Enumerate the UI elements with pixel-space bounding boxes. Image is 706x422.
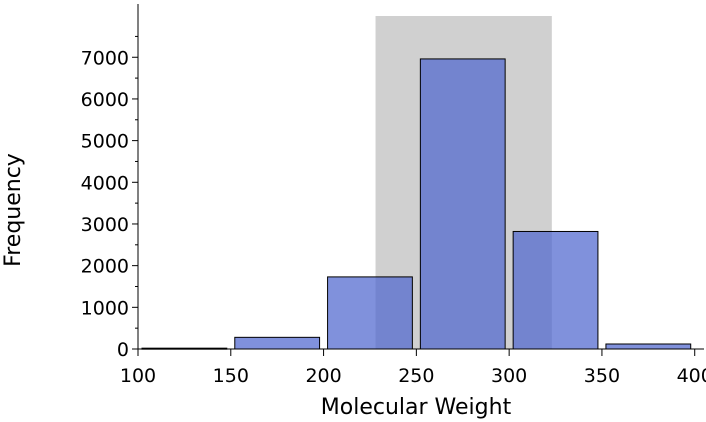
x-tick-label-3: 250 bbox=[398, 365, 434, 387]
histogram-bar-3 bbox=[419, 58, 506, 350]
y-tick-label-3: 3000 bbox=[81, 214, 129, 236]
x-tick-label-4: 300 bbox=[491, 365, 527, 387]
x-axis-label: Molecular Weight bbox=[321, 395, 512, 420]
y-tick-label-2: 2000 bbox=[81, 256, 129, 278]
y-tick-label-6: 6000 bbox=[81, 89, 129, 111]
x-tick-label-2: 200 bbox=[305, 365, 341, 387]
y-tick-label-0: 0 bbox=[117, 339, 129, 361]
y-tick-label-7: 7000 bbox=[81, 47, 129, 69]
x-tick-label-6: 400 bbox=[677, 365, 706, 387]
axes-layer: 0 1000 2000 3000 4000 5000 6000 7000 100 150 200 25… bbox=[81, 4, 706, 387]
histogram-bar-5 bbox=[605, 343, 692, 350]
histogram-bar-1 bbox=[234, 336, 321, 350]
y-tick-label-4: 4000 bbox=[81, 172, 129, 194]
histogram-bar-4 bbox=[512, 230, 599, 350]
histogram-bar-2 bbox=[327, 276, 413, 350]
y-tick-label-5: 5000 bbox=[81, 131, 129, 153]
bars-layer bbox=[141, 58, 692, 350]
y-axis-label: Frequency bbox=[1, 153, 26, 267]
y-tick-label-1: 1000 bbox=[81, 297, 129, 319]
x-tick-label-1: 150 bbox=[213, 365, 249, 387]
x-tick-label-0: 100 bbox=[120, 365, 156, 387]
x-tick-label-5: 350 bbox=[584, 365, 620, 387]
